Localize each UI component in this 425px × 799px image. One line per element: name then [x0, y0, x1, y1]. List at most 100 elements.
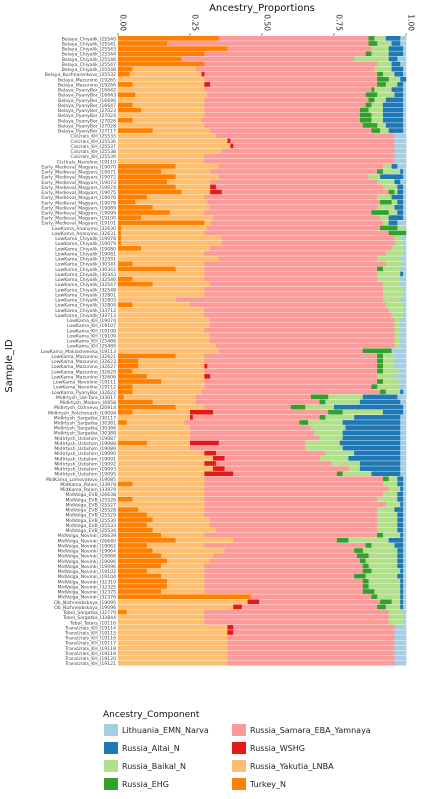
bar-segment: [380, 128, 390, 133]
sample-label: Belaya_Chiyalik_I25544: [62, 52, 116, 58]
bar-segment: [377, 517, 398, 523]
bar-segment: [210, 179, 378, 185]
sample-label: MidIrtysh_Sargatka_I30381: [54, 421, 116, 427]
bar-segment: [132, 66, 197, 72]
bar-segment: [230, 143, 234, 149]
bar-segment: [166, 41, 369, 46]
bar-segment: [126, 609, 205, 615]
bar-segment: [394, 655, 407, 661]
sample-bar: [118, 215, 407, 220]
bar-segment: [400, 471, 407, 477]
sample-bar: [118, 445, 407, 451]
legend-item: Russia_EHG: [104, 778, 169, 790]
bar-segment: [365, 51, 372, 57]
bar-segment: [334, 404, 404, 410]
bar-segment: [342, 435, 401, 441]
bar-segment: [118, 466, 214, 471]
bar-segment: [371, 51, 390, 57]
bar-segment: [175, 266, 205, 272]
sample-bar: [118, 655, 407, 661]
bar-segment: [204, 563, 364, 569]
bar-segment: [368, 563, 398, 569]
bar-segment: [400, 333, 407, 338]
bar-segment: [118, 153, 205, 159]
bar-segment: [368, 174, 381, 180]
sample-bar: [118, 338, 407, 343]
bar-segment: [135, 92, 208, 98]
sample-label: MidVolga_Novinki_I32310: [58, 579, 116, 585]
bar-segment: [388, 189, 395, 195]
bar-segment: [397, 164, 407, 169]
bar-segment: [385, 36, 401, 41]
bar-segment: [371, 87, 375, 92]
bar-segment: [400, 594, 404, 600]
bar-segment: [397, 522, 404, 528]
bar-segment: [152, 205, 211, 210]
bar-segment: [207, 225, 381, 231]
bar-segment: [218, 256, 378, 261]
sample-label: Belaya_PyanyBor_I27117: [58, 129, 116, 135]
bar-segment: [204, 266, 378, 272]
bar-segment: [118, 174, 176, 180]
sample-label: TransUrals_KH_I19116: [64, 636, 116, 642]
bar-segment: [233, 471, 338, 477]
bar-segment: [391, 61, 401, 67]
sample-bar: [118, 261, 407, 267]
sample-label: Belaya_Chiyalik_I25546: [62, 57, 116, 63]
bar-segment: [247, 599, 260, 605]
bar-segment: [141, 107, 205, 113]
sample-label: LowKama_Chiyalik_I19081: [55, 251, 116, 257]
bar-segment: [213, 456, 225, 461]
bar-segment: [371, 46, 390, 51]
bar-segment: [382, 532, 401, 538]
sample-bar: [118, 143, 407, 149]
bar-segment: [118, 619, 205, 625]
x-tick-label: 0.50: [263, 14, 272, 31]
bar-segment: [204, 76, 378, 82]
bar-segment: [218, 348, 364, 354]
bar-segment: [382, 476, 390, 482]
x-tick-label: 0.75: [335, 14, 344, 31]
bar-segment: [400, 61, 407, 67]
bar-segment: [118, 374, 148, 379]
bar-segment: [382, 481, 398, 487]
bar-segment: [313, 430, 343, 436]
bar-segment: [118, 256, 220, 261]
bar-segment: [190, 430, 315, 436]
bar-segment: [403, 66, 407, 72]
bar-segment: [348, 537, 390, 543]
bar-segment: [385, 97, 404, 103]
sample-bar: [118, 199, 407, 205]
bar-segment: [403, 184, 407, 190]
bar-segment: [204, 543, 366, 548]
sample-bar: [118, 71, 407, 77]
bar-segment: [118, 409, 133, 415]
bar-segment: [118, 117, 133, 123]
bar-segment: [118, 486, 205, 492]
bar-segment: [204, 87, 372, 92]
sample-label: LowKama_Chiyalik_I30342: [55, 267, 116, 273]
bar-segment: [204, 153, 395, 159]
bar-segment: [118, 292, 205, 297]
bar-segment: [201, 71, 205, 77]
bar-segment: [403, 409, 407, 415]
bar-segment: [403, 307, 407, 313]
bar-segment: [190, 440, 220, 446]
sample-label: LowKama_Ananyino_I32631: [52, 231, 116, 237]
bar-segment: [195, 399, 320, 405]
sample-bar: [118, 128, 407, 133]
sample-bar: [118, 368, 407, 374]
bar-segment: [118, 107, 142, 113]
bar-segment: [380, 199, 392, 205]
bar-segment: [362, 123, 378, 128]
bar-segment: [118, 645, 228, 651]
bar-segment: [388, 476, 398, 482]
y-axis-labels: Belaya_Chiyalik_I25540Belaya_Chiyalik_I2…: [41, 36, 116, 667]
sample-label: Belaya_Chiyalik_I25548: [62, 67, 116, 73]
bar-segment: [377, 205, 395, 210]
bar-segment: [400, 322, 407, 328]
bar-segment: [118, 297, 176, 302]
bar-segment: [204, 568, 364, 574]
bar-segment: [397, 82, 404, 87]
bar-segment: [118, 307, 205, 313]
